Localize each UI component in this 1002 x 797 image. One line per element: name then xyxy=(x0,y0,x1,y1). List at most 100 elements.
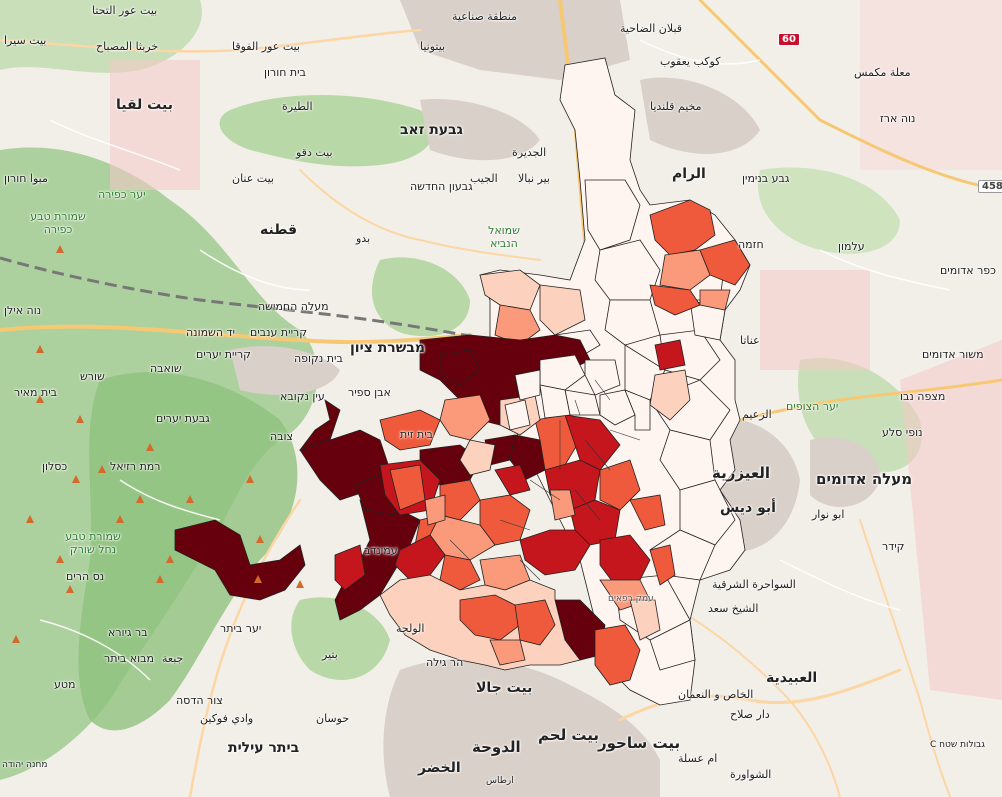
road-shield-458: 458 xyxy=(978,180,1002,193)
place-label: قطنه xyxy=(260,222,298,238)
place-label: السواحرة الشرقية xyxy=(712,578,796,591)
place-label: الطيرة xyxy=(282,100,313,113)
peak-markers xyxy=(12,245,304,643)
road-shield-60: 60 xyxy=(778,33,800,46)
place-label: צובה xyxy=(270,430,294,443)
place-label: الشيخ سعد xyxy=(708,602,759,615)
south-districts[interactable] xyxy=(379,489,661,686)
place-label: עלמון xyxy=(838,240,865,253)
peak-icon xyxy=(256,535,264,543)
place-label: עמק רפאים xyxy=(608,594,654,604)
place-label: בית מאיר xyxy=(14,386,58,399)
center-small-districts[interactable] xyxy=(504,354,651,431)
place-label: מבוא ביתר xyxy=(104,652,154,665)
peak-icon xyxy=(36,345,44,353)
place-label: خربثا المصباح xyxy=(96,40,159,53)
peak-icon xyxy=(136,495,144,503)
reserve-label: שמורת טבע נחל שורק xyxy=(65,530,121,556)
place-label: כפר אדומים xyxy=(940,264,996,277)
place-label: الزعيم xyxy=(742,408,772,421)
place-label: كوكب يعقوب xyxy=(660,55,721,68)
armistice-line xyxy=(0,256,481,340)
place-label: العبيدية xyxy=(766,670,818,686)
place-label: بير نبالا xyxy=(518,172,550,185)
place-label: معلة مكمس xyxy=(854,66,911,79)
place-label: حوسان xyxy=(316,712,350,725)
place-label: ارطاس xyxy=(486,776,514,786)
peak-icon xyxy=(254,575,262,583)
place-label: עין נקובא xyxy=(280,390,325,403)
place-label: الدوحة xyxy=(472,738,521,756)
place-label: الجديرة xyxy=(512,146,547,159)
place-label: جبعة xyxy=(162,652,184,665)
place-label: גבולות שטח C xyxy=(930,740,985,750)
place-label: קריית ענבים xyxy=(250,326,308,339)
place-label: משור אדומים xyxy=(922,348,984,361)
place-label: גבעת זאב xyxy=(400,122,463,138)
place-label: נוה ארז xyxy=(880,112,916,125)
reserve-label: שמורת טבע כפירה xyxy=(30,210,86,236)
place-label: منطقة صناعية xyxy=(452,10,517,23)
place-label: שורש xyxy=(80,370,105,383)
jerusalem-choropleth[interactable] xyxy=(174,57,751,706)
peak-icon xyxy=(76,415,84,423)
place-label: צור הדסה xyxy=(176,694,223,707)
peak-icon xyxy=(146,443,154,451)
place-label: בית נקופה xyxy=(294,352,343,365)
place-label: גבע בנימין xyxy=(742,172,790,185)
place-label: بيت عور الفوقا xyxy=(232,40,300,53)
place-label: بيت دقو xyxy=(296,146,333,159)
peak-icon xyxy=(72,475,80,483)
place-label: נס הרים xyxy=(66,570,105,583)
peak-icon xyxy=(116,515,124,523)
place-label: بيت لقيا xyxy=(116,97,173,113)
peak-icon xyxy=(156,575,164,583)
place-label: ابو نوار xyxy=(812,508,845,521)
place-label: العيزرية xyxy=(712,464,771,482)
peak-icon xyxy=(56,245,64,253)
place-label: بيت لحم xyxy=(538,726,600,744)
place-label: بيت ساحور xyxy=(598,734,681,752)
place-label: חזמה xyxy=(738,238,764,251)
place-label: بدو xyxy=(356,232,371,245)
district-borders-detail xyxy=(449,379,641,581)
place-label: الخاص و النعمان xyxy=(678,688,754,701)
northeast-cluster[interactable] xyxy=(649,199,751,421)
peak-icon xyxy=(26,515,34,523)
place-label: الولجة xyxy=(396,622,425,635)
place-label: بيت جالا xyxy=(476,680,533,696)
west-edge-districts[interactable] xyxy=(334,464,446,591)
place-label: גבעון החדשה xyxy=(410,180,473,193)
place-label: רמת רזיאל xyxy=(110,460,161,473)
place-label: אבן ספיר xyxy=(348,386,391,399)
place-label: עמינדב xyxy=(364,544,398,557)
place-label: מצפה נבו xyxy=(900,390,946,403)
place-label: مبوا חורון xyxy=(4,172,48,185)
east-districts[interactable] xyxy=(584,179,736,671)
place-label: بيت عور التحتا xyxy=(92,4,158,17)
place-label: קידר xyxy=(882,540,905,553)
place-label: שואבה xyxy=(150,362,182,375)
peak-icon xyxy=(98,465,106,473)
minor-roads xyxy=(39,39,951,681)
forest-label: יער הצופים xyxy=(786,400,839,413)
place-label: יד השמונה xyxy=(186,326,236,339)
place-label: بيت سيرا xyxy=(4,34,47,47)
place-label: بيت عنان xyxy=(232,172,274,185)
place-label: الخضر xyxy=(418,760,461,776)
place-label: بتير xyxy=(322,648,338,661)
place-label: מטע xyxy=(54,678,76,691)
place-label: أبو ديس xyxy=(720,500,776,516)
peak-icon xyxy=(66,585,74,593)
place-label: בית חורון xyxy=(264,66,306,79)
peak-icon xyxy=(56,555,64,563)
forest-label: יער כפירה xyxy=(98,188,146,201)
place-label: יער ביתר xyxy=(220,622,262,635)
place-label: بيتونيا xyxy=(420,40,446,53)
place-label: בר גיורא xyxy=(108,626,148,639)
place-label: גבעת יערים xyxy=(156,412,210,425)
peak-icon xyxy=(166,555,174,563)
place-label: عناتا xyxy=(740,334,760,347)
place-label: وادي فوكين xyxy=(200,712,254,725)
